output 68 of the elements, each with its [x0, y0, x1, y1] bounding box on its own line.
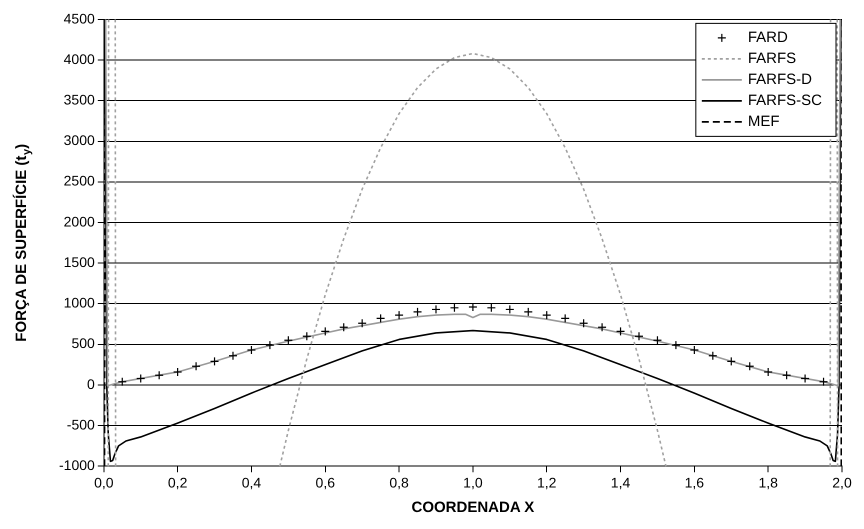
- point: [284, 336, 293, 345]
- point: [412, 307, 422, 316]
- point: [652, 336, 662, 345]
- y-tick-label: 1000: [64, 294, 96, 311]
- point: [505, 304, 514, 314]
- point: [320, 326, 330, 336]
- x-tick-label: 0,0: [94, 474, 114, 490]
- y-tick-label: 2000: [64, 213, 96, 230]
- point: [486, 303, 496, 312]
- x-tick-label: 1,2: [536, 474, 557, 490]
- point: [708, 351, 718, 360]
- point: [579, 318, 588, 328]
- point: [764, 367, 773, 377]
- point: [339, 322, 348, 332]
- y-axis-title: FORÇA DE SUPERFÍCIE (ty): [12, 144, 34, 342]
- point: [690, 345, 699, 355]
- point: [358, 318, 367, 328]
- point: [154, 370, 164, 380]
- point: [634, 332, 644, 341]
- point: [191, 362, 201, 371]
- point: [118, 377, 127, 386]
- point: [173, 367, 182, 377]
- point: [376, 314, 386, 323]
- x-tick-label: 0,2: [168, 474, 188, 490]
- x-tick-label: 1,4: [610, 474, 630, 490]
- y-tick-label: 3000: [64, 132, 96, 148]
- x-tick-label: 0,4: [242, 474, 262, 490]
- point: [524, 307, 533, 316]
- point: [302, 332, 312, 341]
- point: [818, 377, 828, 386]
- point: [800, 374, 810, 384]
- point: [431, 304, 441, 314]
- x-tick-label: 0,6: [316, 474, 336, 490]
- x-tick-label: 0,8: [389, 474, 410, 490]
- y-tick-label: 4500: [64, 10, 96, 26]
- point: [745, 362, 754, 371]
- y-tick-label: 4000: [64, 50, 96, 67]
- x-tick-label: 1,0: [463, 474, 483, 490]
- point: [597, 322, 607, 332]
- y-tick-label: -500: [66, 416, 96, 432]
- x-axis-title: COORDENADA X: [412, 499, 534, 516]
- point: [246, 345, 256, 355]
- legend-label: FARFS-SC: [748, 92, 822, 110]
- point: [726, 356, 736, 366]
- legend-label: MEF: [748, 113, 780, 130]
- x-tick-label: 1,8: [758, 474, 778, 490]
- point: [228, 351, 238, 360]
- point: [616, 326, 626, 336]
- y-tick-label: 0: [87, 376, 96, 392]
- legend-label: FARD: [748, 29, 788, 46]
- point: [210, 356, 220, 366]
- y-tick-label: 500: [71, 335, 96, 352]
- x-tick-label: 2,0: [832, 474, 852, 490]
- point: [560, 314, 570, 323]
- y-tick-label: 2500: [64, 172, 96, 189]
- legend-label: FARFS: [748, 50, 796, 68]
- point: [450, 303, 460, 312]
- point: [542, 310, 552, 320]
- y-tick-label: 3500: [64, 91, 96, 108]
- point: [782, 370, 792, 380]
- point: [265, 340, 274, 350]
- x-tick-label: 1,6: [684, 474, 704, 490]
- y-tick-label: -1000: [58, 457, 96, 474]
- y-tick-label: 1500: [64, 254, 96, 270]
- point: [394, 310, 404, 320]
- point: [671, 340, 681, 350]
- legend-label: FARFS-D: [748, 71, 812, 88]
- point: [136, 374, 146, 384]
